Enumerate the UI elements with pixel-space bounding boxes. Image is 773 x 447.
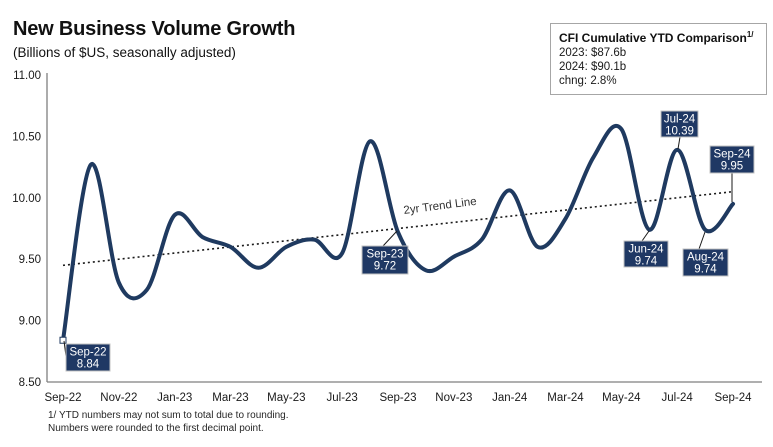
callout-leader [641,230,650,242]
footnote-line-2: Numbers were rounded to the first decima… [48,422,264,434]
callout-box [65,343,111,372]
page-title: New Business Volume Growth [13,18,296,40]
x-axis-label: May-23 [267,392,305,404]
x-axis-label: Jul-23 [327,392,358,404]
series-line [61,124,735,343]
callout-month-label: Sep-24 [713,149,751,161]
callout-month-label: Jul-24 [664,114,696,126]
x-axis-label: Jan-24 [492,392,528,404]
callout-month-label: Aug-24 [687,252,725,264]
x-axis-label: Sep-22 [44,392,81,404]
x-axis-label: Nov-23 [435,392,472,404]
x-axis-label: Mar-24 [547,392,584,404]
x-axis-label: Mar-23 [212,392,248,404]
callout-value-label: 10.39 [665,126,694,138]
ytd-change-value: chng: 2.8% [559,75,617,87]
y-axis-label: 10.00 [12,193,41,205]
x-axis-label: Nov-22 [100,392,137,404]
ytd-2023-value: 2023: $87.6b [559,47,627,59]
callout-leader [698,231,706,250]
callout-box [623,240,669,268]
x-axis-label: Jul-24 [662,392,694,404]
callout-value-label: 9.95 [721,161,743,173]
y-axis-label: 10.50 [12,131,41,143]
footnotes: 1/ YTD numbers may not sum to total due … [48,410,289,435]
trend-line-label: 2yr Trend Line [403,196,477,217]
x-axis-label: Sep-23 [379,392,416,404]
y-axis-label: 9.00 [19,316,41,328]
callout-month-label: Sep-23 [366,249,403,261]
callout-leader [382,230,398,247]
y-axis-label: 8.50 [19,377,41,389]
first-point-marker [59,336,67,344]
callout-box [709,145,755,174]
footnote-marker: 1/ [746,30,754,39]
y-axis-label: 9.50 [19,254,41,266]
chart-subtitle: (Billions of $US, seasonally adjusted) [13,45,236,60]
ytd-comparison-title: CFI Cumulative YTD Comparison1/ [559,30,758,45]
callout-value-label: 8.84 [77,359,100,371]
callout-month-label: Sep-22 [69,347,106,359]
trend-line [62,190,734,267]
x-axis-label: May-24 [602,392,641,404]
callout-value-label: 9.74 [635,256,658,268]
x-axis-label: Sep-24 [714,392,752,404]
ytd-comparison-title-text: CFI Cumulative YTD Comparison [559,31,747,45]
callout-box [361,245,409,275]
y-axis-label: 11.00 [13,70,41,82]
ytd-comparison-box: CFI Cumulative YTD Comparison1/ 2023: $8… [550,23,767,95]
callout-month-label: Jun-24 [628,244,664,256]
ytd-2024-value: 2024: $90.1b [559,61,627,73]
callout-leader [677,136,681,150]
callout-value-label: 9.72 [374,261,396,273]
callout-box [660,110,699,138]
callout-box [682,248,729,277]
x-axis-label: Jan-23 [157,392,192,404]
footnote-line-1: 1/ YTD numbers may not sum to total due … [48,410,289,421]
callout-value-label: 9.74 [694,264,717,276]
